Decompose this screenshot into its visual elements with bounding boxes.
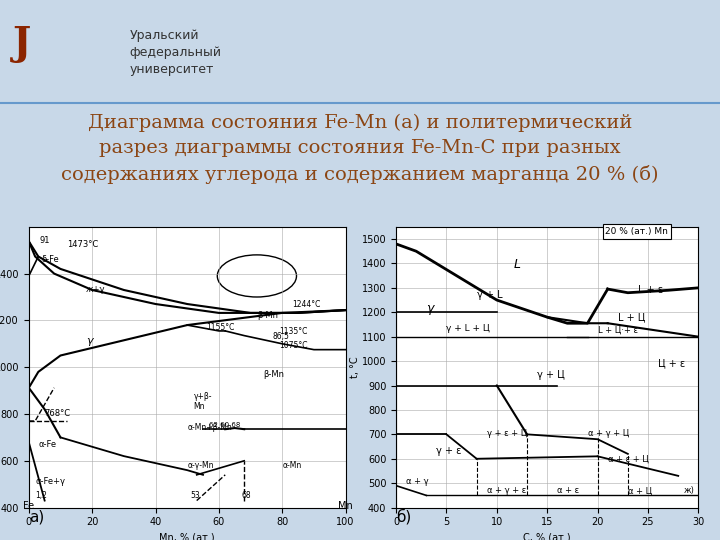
Text: L + ε: L + ε [638,285,663,295]
Text: Ц + ε: Ц + ε [658,358,685,368]
Text: 86,5: 86,5 [273,332,289,341]
Text: Mn: Mn [338,501,353,511]
Text: 68: 68 [241,491,251,500]
Text: 1473°C: 1473°C [67,240,98,249]
Text: ж+γ: ж+γ [86,285,105,294]
Text: α + Ц: α + Ц [628,487,652,495]
Text: α-Fe+γ: α-Fe+γ [35,477,65,486]
X-axis label: C, % (ат.): C, % (ат.) [523,533,571,540]
Text: γ: γ [426,302,433,315]
Text: 91: 91 [40,236,50,245]
Text: 62 60 68: 62 60 68 [210,422,240,428]
Text: α-Mn+β-Mn: α-Mn+β-Mn [187,423,232,433]
Y-axis label: t, °C: t, °C [350,356,360,378]
Text: 768°C: 768°C [45,409,71,418]
Text: α + γ + ε: α + γ + ε [487,487,526,495]
Text: γ + L + Ц: γ + L + Ц [446,323,490,333]
Text: α + γ + Ц: α + γ + Ц [588,429,629,437]
Text: 53: 53 [190,491,200,500]
Text: γ + ε: γ + ε [436,447,462,456]
Text: Уральский
федеральный
университет: Уральский федеральный университет [130,29,222,76]
Text: 1,2: 1,2 [35,491,47,500]
Text: β-Mn: β-Mn [257,311,278,320]
Text: Диаграмма состояния Fe-Mn (а) и политермический
разрез диаграммы состояния Fe-Mn: Диаграмма состояния Fe-Mn (а) и политерм… [61,114,659,184]
Text: 1244°C: 1244°C [292,300,320,309]
Text: 1155°C: 1155°C [206,323,235,332]
Text: ж): ж) [683,487,694,495]
Text: L + Ц: L + Ц [618,313,645,323]
Text: γ+β-
Mn: γ+β- Mn [194,392,212,411]
Text: γ + ε + Ц: γ + ε + Ц [487,429,527,437]
Text: б): б) [396,509,411,524]
Text: α + ε + Ц: α + ε + Ц [608,455,649,464]
Text: α-γ-Mn: α-γ-Mn [187,461,214,470]
Text: δ-Fe: δ-Fe [42,255,59,264]
Text: α + γ: α + γ [406,477,428,485]
Text: а): а) [29,509,44,524]
Text: L + Ц·+ ε: L + Ц·+ ε [598,326,638,335]
Text: γ + Ц: γ + Ц [537,370,565,380]
Text: α + ε: α + ε [557,487,580,495]
Text: α-Fe: α-Fe [38,440,56,449]
Text: γ: γ [86,336,92,346]
Text: L: L [513,258,521,271]
Text: 1135°C: 1135°C [279,327,307,336]
X-axis label: Mn, % (ат.): Mn, % (ат.) [159,533,215,540]
Text: β-Mn: β-Mn [264,369,284,379]
Text: 1075°C: 1075°C [279,341,307,350]
Text: γ + L: γ + L [477,289,503,300]
Text: α-Mn: α-Mn [282,461,302,470]
Text: 20 % (ат.) Mn: 20 % (ат.) Mn [606,227,668,236]
Text: J: J [13,25,32,63]
Text: Fe: Fe [23,501,35,511]
